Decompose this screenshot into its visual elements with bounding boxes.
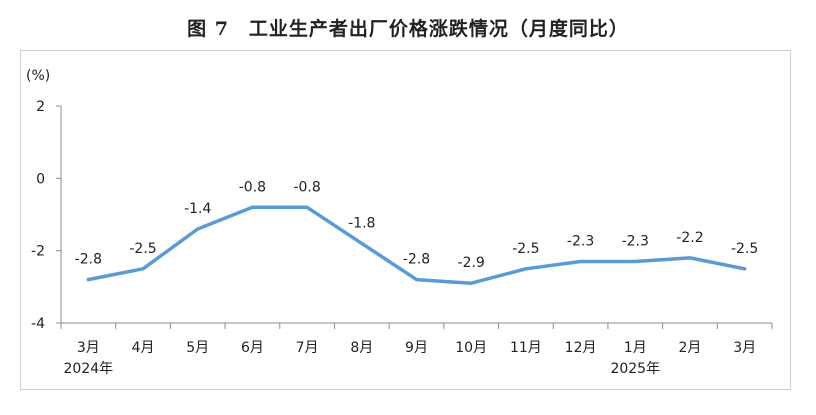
y-tick-label: 2 <box>36 99 45 115</box>
y-unit-label: (%) <box>26 68 50 84</box>
x-year-label: 2025年 <box>610 361 660 377</box>
y-tick-label: 0 <box>36 171 45 187</box>
data-point <box>196 227 200 231</box>
x-tick-label: 9月 <box>405 340 428 356</box>
data-point <box>250 205 254 209</box>
data-label: -0.8 <box>239 179 266 195</box>
data-point <box>469 281 473 285</box>
x-year-label: 2024年 <box>64 361 114 377</box>
data-label: -2.3 <box>567 234 594 250</box>
data-point <box>743 267 747 271</box>
data-label: -2.8 <box>75 252 102 268</box>
x-tick-label: 5月 <box>186 340 209 356</box>
y-tick-label: -2 <box>31 244 45 260</box>
data-label: -2.5 <box>731 241 758 257</box>
x-tick-label: 6月 <box>241 340 264 356</box>
x-tick-label: 3月 <box>733 340 756 356</box>
data-point <box>524 267 528 271</box>
x-tick-label: 2月 <box>679 340 702 356</box>
x-tick-label: 12月 <box>565 340 597 356</box>
chart-title: 图 7 工业生产者出厂价格涨跌情况（月度同比） <box>187 18 629 40</box>
data-point <box>86 278 90 282</box>
x-tick-label: 11月 <box>510 340 542 356</box>
data-point <box>305 205 309 209</box>
data-point <box>415 278 418 282</box>
data-label: -1.4 <box>184 201 211 217</box>
x-tick-label: 4月 <box>132 340 155 356</box>
x-tick-label: 10月 <box>455 340 487 356</box>
chart-frame <box>20 50 791 390</box>
data-point <box>360 241 364 245</box>
data-label: -0.8 <box>293 179 320 195</box>
y-tick-label: -4 <box>31 316 45 332</box>
data-label: -2.5 <box>512 241 539 257</box>
data-label: -2.3 <box>622 234 649 250</box>
x-tick-label: 7月 <box>296 340 319 356</box>
x-tick-label: 1月 <box>624 340 647 356</box>
data-point <box>579 260 583 264</box>
data-label: -2.8 <box>403 252 430 268</box>
data-point <box>633 260 637 264</box>
data-label: -1.8 <box>348 215 375 231</box>
data-label: -2.2 <box>676 230 703 246</box>
data-point <box>688 256 692 260</box>
x-tick-label: 8月 <box>350 340 373 356</box>
data-label: -2.9 <box>458 255 485 271</box>
data-point <box>141 267 145 271</box>
data-label: -2.5 <box>129 241 156 257</box>
x-tick-label: 3月 <box>77 340 100 356</box>
